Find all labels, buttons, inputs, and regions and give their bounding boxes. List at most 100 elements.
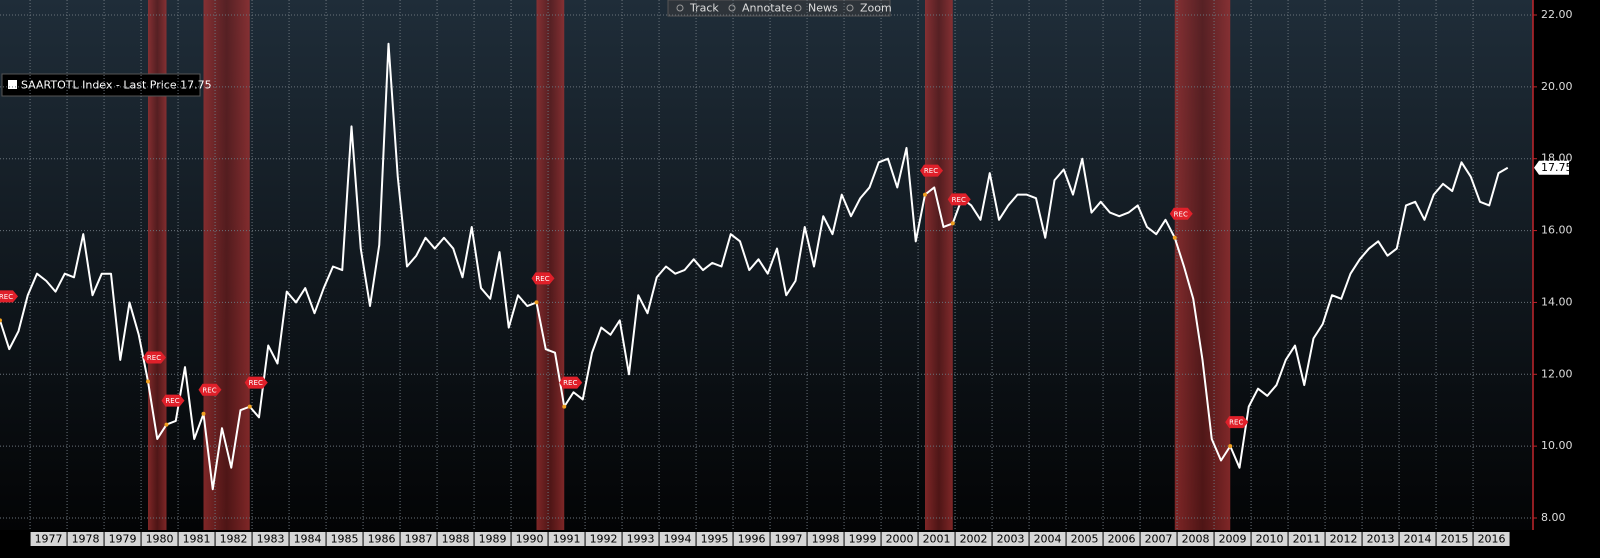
rec-flag: REC <box>1169 207 1193 220</box>
rec-flag-shape <box>244 376 268 389</box>
x-tick-label: 1997 <box>775 533 803 546</box>
last-price-label: 17.75 <box>1541 161 1573 174</box>
rec-flag-label: REC <box>249 379 263 387</box>
rec-flag-label: REC <box>535 275 549 283</box>
rec-flag-shape <box>0 290 18 303</box>
rec-flag-label: REC <box>1174 210 1188 218</box>
flag-point <box>164 422 169 427</box>
x-tick-label: 1984 <box>294 533 322 546</box>
rec-flag-shape <box>531 272 555 285</box>
toolbar-button[interactable]: Annotate <box>742 2 793 15</box>
rec-flag: REC <box>143 351 166 364</box>
x-tick-label: 1977 <box>35 533 63 546</box>
recession-band <box>925 0 953 530</box>
x-tick-label: 2011 <box>1293 533 1321 546</box>
x-tick-cell <box>1362 532 1399 546</box>
rec-flag-shape <box>559 376 583 389</box>
rec-flag-label: REC <box>147 354 161 362</box>
legend-box <box>1 73 201 97</box>
x-tick-label: 2008 <box>1182 533 1210 546</box>
x-tick-cell <box>1177 532 1214 546</box>
toolbar-button[interactable]: Zoom <box>860 2 892 15</box>
x-tick-label: 1995 <box>701 533 729 546</box>
rec-flag-label: REC <box>924 167 938 175</box>
x-tick-cell <box>141 532 178 546</box>
x-tick-cell <box>1140 532 1177 546</box>
toolbar-bg <box>667 0 891 17</box>
x-tick-cell <box>474 532 511 546</box>
x-tick-label: 2000 <box>886 533 914 546</box>
x-tick-label: 2015 <box>1441 533 1469 546</box>
x-tick-cell <box>67 532 104 546</box>
toolbar-icon <box>846 4 854 12</box>
x-tick-cell <box>622 532 659 546</box>
x-tick-cell <box>289 532 326 546</box>
x-tick-cell <box>696 532 733 546</box>
x-tick-cell <box>770 532 807 546</box>
x-tick-cell <box>733 532 770 546</box>
x-tick-cell <box>807 532 844 546</box>
x-tick-label: 2016 <box>1478 533 1506 546</box>
x-tick-label: 1993 <box>627 533 655 546</box>
toolbar-button[interactable]: News <box>808 2 838 15</box>
x-tick-label: 2013 <box>1367 533 1395 546</box>
toolbar-icon <box>728 4 736 12</box>
x-tick-cell <box>215 532 252 546</box>
x-tick-cell <box>1325 532 1362 546</box>
rec-flag-label: REC <box>1229 419 1243 427</box>
x-tick-cell <box>918 532 955 546</box>
flag-point <box>146 379 150 384</box>
x-tick-label: 1985 <box>331 533 359 546</box>
y-tick-label: 10.00 <box>1541 439 1573 452</box>
toolbar-icon <box>676 4 684 12</box>
rec-flag-label: REC <box>202 386 216 394</box>
x-tick-label: 1983 <box>257 533 285 546</box>
rec-flag: REC <box>198 383 222 396</box>
x-tick-cell <box>363 532 400 546</box>
x-tick-cell <box>844 532 881 546</box>
x-tick-label: 1987 <box>405 533 433 546</box>
x-tick-label: 2010 <box>1256 533 1284 546</box>
last-price-tag <box>1534 160 1569 175</box>
flag-point <box>201 411 206 416</box>
x-tick-label: 1986 <box>368 533 396 546</box>
x-tick-label: 2009 <box>1219 533 1247 546</box>
rec-flag: REC <box>920 164 943 177</box>
rec-flag-shape <box>198 383 222 396</box>
y-tick-label: 8.00 <box>1541 511 1566 524</box>
x-tick-label: 1988 <box>442 533 470 546</box>
x-tick-cell <box>1103 532 1140 546</box>
axis-background <box>1533 0 1600 558</box>
x-tick-label: 1982 <box>220 533 248 546</box>
x-tick-label: 1979 <box>109 533 137 546</box>
toolbar-icon <box>794 4 802 12</box>
flag-point <box>0 318 2 323</box>
x-tick-cell <box>437 532 474 546</box>
y-tick-label: 16.00 <box>1541 224 1573 237</box>
x-tick-label: 1999 <box>849 533 877 546</box>
y-tick-label: 12.00 <box>1541 367 1573 380</box>
x-tick-label: 1996 <box>738 533 766 546</box>
x-tick-label: 2012 <box>1330 533 1358 546</box>
recession-band <box>148 0 167 530</box>
x-tick-label: 1998 <box>812 533 840 546</box>
x-tick-cell <box>1288 532 1325 546</box>
rec-flag: REC <box>947 193 971 206</box>
rec-flag-shape <box>1225 416 1249 429</box>
x-tick-cell <box>1214 532 1251 546</box>
flag-point <box>950 221 955 226</box>
rec-flag-label: REC <box>563 379 577 387</box>
y-tick-label: 14.00 <box>1541 295 1573 308</box>
x-tick-cell <box>104 532 141 546</box>
toolbar-button[interactable]: Track <box>689 2 719 15</box>
plot-background <box>0 0 1533 530</box>
x-tick-label: 2006 <box>1108 533 1136 546</box>
price-line <box>0 42 1509 491</box>
flag-point <box>562 404 567 409</box>
x-tick-cell <box>178 532 215 546</box>
y-tick-label: 20.00 <box>1541 80 1573 93</box>
rec-flag: REC <box>531 272 555 285</box>
x-tick-label: 2002 <box>960 533 988 546</box>
x-tick-label: 1978 <box>72 533 100 546</box>
